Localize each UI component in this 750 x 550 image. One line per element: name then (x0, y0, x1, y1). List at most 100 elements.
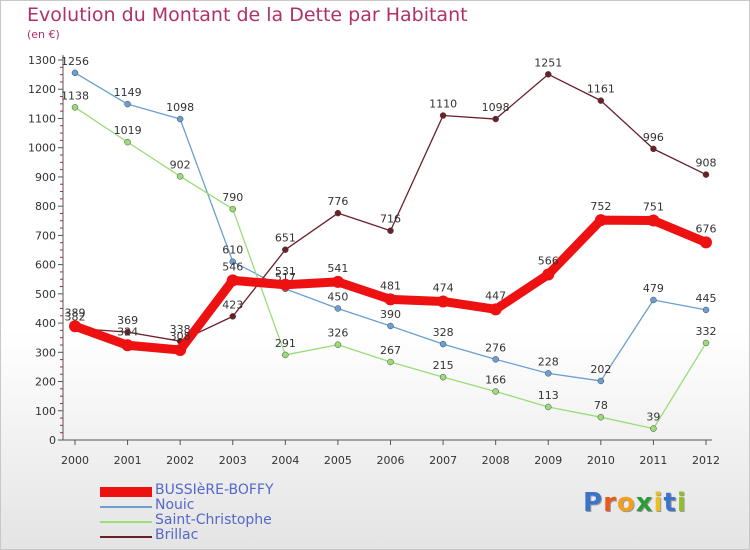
data-label: 1019 (114, 124, 142, 137)
data-point (492, 388, 499, 395)
data-label: 328 (433, 326, 454, 339)
data-point (282, 246, 289, 253)
data-label: 1149 (114, 86, 142, 99)
data-point (650, 145, 657, 153)
y-tick-label: 800 (35, 200, 56, 213)
x-tick-label: 2010 (587, 454, 615, 467)
x-tick-label: 2003 (219, 454, 247, 467)
data-label: 1161 (587, 83, 615, 96)
data-label: 291 (275, 337, 296, 350)
data-label: 78 (594, 399, 608, 412)
data-label: 326 (327, 327, 348, 340)
y-tick-label: 100 (35, 405, 56, 418)
data-label: 324 (117, 325, 138, 338)
data-label: 450 (327, 290, 348, 303)
logo-letter: t (663, 488, 677, 518)
x-tick-label: 2004 (271, 454, 299, 467)
chart-title: Evolution du Montant de la Dette par Hab… (27, 4, 468, 26)
data-label: 474 (433, 281, 454, 294)
data-point (69, 320, 81, 333)
data-point (174, 343, 187, 356)
x-tick-label: 2005 (324, 454, 352, 467)
data-point (650, 296, 657, 304)
data-label: 566 (538, 255, 559, 268)
data-point (439, 373, 447, 381)
x-tick-label: 2002 (166, 454, 194, 467)
y-tick-label: 400 (35, 317, 56, 330)
data-label: 752 (590, 200, 611, 213)
data-point (702, 306, 710, 314)
x-tick-label: 2006 (377, 454, 405, 467)
data-point (702, 339, 710, 347)
data-point (71, 104, 79, 111)
data-point (279, 278, 292, 291)
x-tick-label: 2001 (114, 454, 142, 467)
logo-letter: i (676, 488, 687, 518)
data-label: 390 (380, 308, 401, 321)
data-label: 1110 (429, 98, 457, 111)
series-line (74, 106, 707, 430)
y-tick-label: 1300 (28, 54, 56, 67)
x-tick-label: 2012 (692, 454, 720, 467)
y-tick-label: 900 (35, 171, 56, 184)
data-point (334, 305, 342, 312)
data-point (387, 322, 394, 330)
data-point (229, 205, 236, 213)
data-point (647, 214, 660, 227)
data-label: 113 (538, 389, 559, 402)
x-tick-label: 2007 (429, 454, 457, 467)
y-tick-label: 200 (35, 376, 56, 389)
data-point (387, 227, 394, 234)
data-point (437, 295, 450, 308)
y-tick-label: 0 (49, 434, 56, 447)
data-label: 389 (65, 306, 86, 319)
data-label: 751 (643, 200, 664, 213)
data-label: 1098 (482, 101, 510, 114)
data-label: 481 (380, 279, 401, 292)
logo-letter: o (616, 488, 636, 518)
legend-label: Brillac (155, 527, 199, 543)
data-point (439, 340, 447, 348)
data-label: 202 (590, 363, 611, 376)
data-point (492, 356, 499, 363)
chart-subtitle: (en €) (27, 28, 60, 41)
data-label: 215 (433, 359, 454, 372)
data-point (387, 358, 394, 366)
data-label: 676 (696, 222, 717, 235)
data-label: 1256 (61, 55, 89, 68)
data-label: 166 (485, 373, 506, 386)
y-tick-label: 500 (35, 288, 56, 301)
data-label: 369 (117, 314, 138, 327)
data-point (650, 425, 657, 432)
data-point (229, 258, 236, 265)
data-label: 1251 (534, 56, 562, 69)
data-label: 332 (696, 325, 717, 338)
data-label: 382 (65, 310, 86, 323)
data-point (282, 351, 289, 359)
data-label: 479 (643, 282, 664, 295)
x-tick-label: 2009 (534, 454, 562, 467)
data-label: 790 (222, 191, 243, 204)
data-point (71, 69, 79, 77)
logo-letter: r (603, 488, 617, 518)
data-point (545, 403, 552, 411)
data-label: 610 (222, 244, 243, 257)
logo-letter: P (583, 488, 604, 518)
data-point (334, 341, 342, 348)
data-point (334, 209, 342, 217)
proxiti-logo: Proxiti (583, 488, 687, 518)
legend-swatch (100, 536, 152, 538)
x-tick-label: 2008 (482, 454, 510, 467)
data-point (176, 173, 184, 180)
y-tick-label: 600 (35, 259, 56, 272)
data-point (597, 413, 605, 421)
data-label: 338 (170, 323, 191, 336)
data-label: 447 (485, 289, 506, 302)
data-point (124, 138, 131, 146)
y-tick-label: 300 (35, 346, 56, 359)
data-point (597, 377, 605, 385)
data-point (439, 112, 447, 119)
data-point (124, 328, 131, 336)
